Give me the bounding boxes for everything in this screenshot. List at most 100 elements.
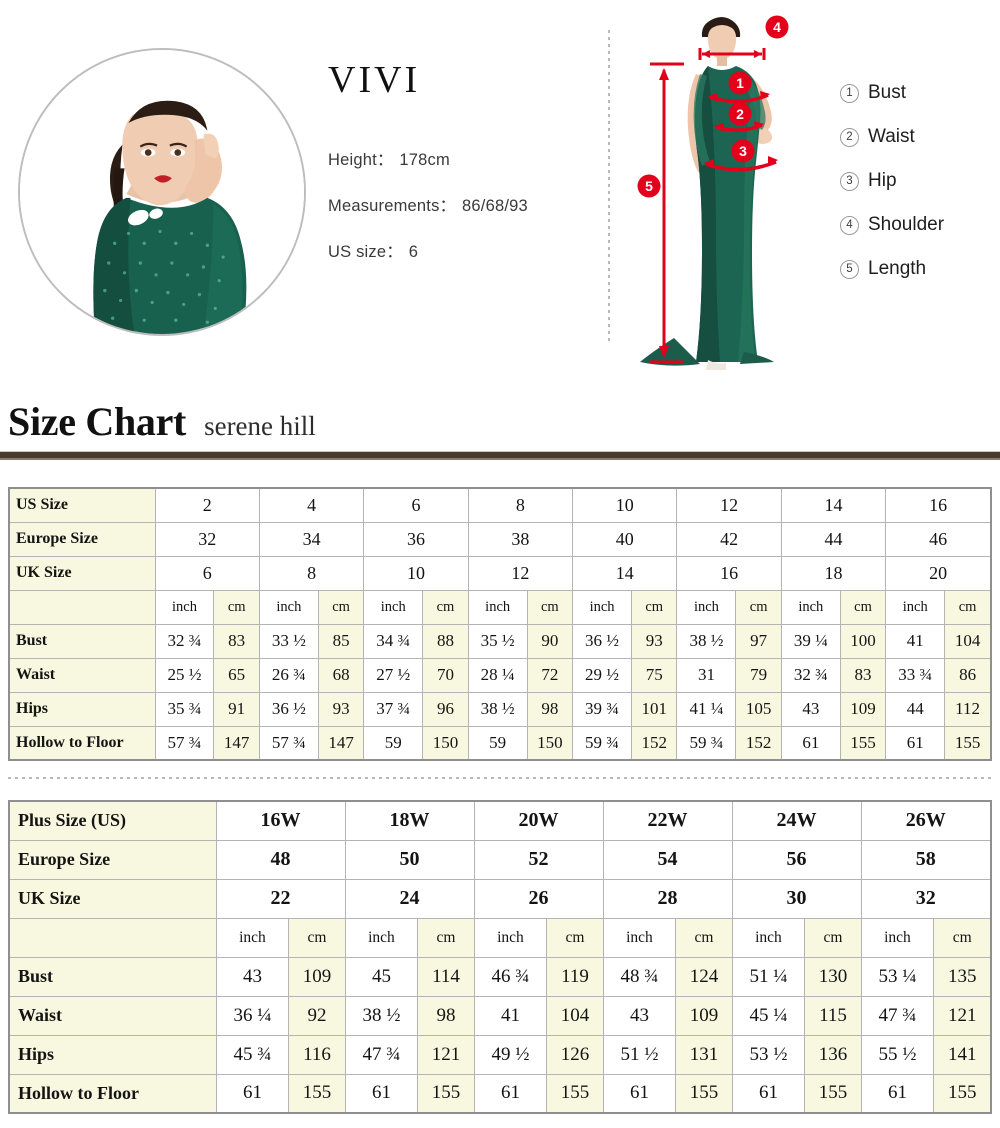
plus-value-inch: 61 [731, 1073, 806, 1114]
legend-number-icon-5: 5 [840, 259, 859, 279]
standard-size-value: 12 [676, 487, 782, 523]
standard-value-inch: 43 [780, 691, 841, 727]
standard-value-inch: 29 ½ [572, 657, 633, 693]
standard-unit-cm: cm [944, 589, 992, 625]
plus-value-inch: 53 ½ [731, 1034, 806, 1075]
plus-value-cm: 98 [417, 995, 475, 1036]
standard-value-cm: 100 [839, 623, 887, 659]
plus-value-cm: 131 [675, 1034, 733, 1075]
standard-value-cm: 109 [839, 691, 887, 727]
standard-unit-cm: cm [526, 589, 574, 625]
standard-value-inch: 36 ½ [572, 623, 633, 659]
portrait-image [20, 50, 304, 334]
standard-value-inch: 44 [885, 691, 946, 727]
standard-size-value: 10 [572, 487, 678, 523]
standard-value-cm: 68 [317, 657, 365, 693]
plus-unit-inch: inch [860, 917, 935, 958]
standard-value-inch: 39 ¾ [572, 691, 633, 727]
plus-value-inch: 46 ¾ [473, 956, 548, 997]
dress-measurement-diagram: 1 2 3 4 5 [612, 8, 832, 374]
colon-1: ： [376, 151, 394, 169]
legend-label-bust: Bust [868, 82, 907, 103]
plus-value-cm: 114 [417, 956, 475, 997]
ussize-value: 6 [408, 243, 419, 261]
plus-size-value: 22 [215, 878, 346, 919]
standard-value-inch: 39 ¼ [780, 623, 841, 659]
standard-value-cm: 150 [422, 725, 469, 761]
standard-value-inch: 59 [363, 725, 424, 761]
header-section: VIVI Height： 178cm Measurements： 86/68/93 … [0, 0, 1000, 382]
plus-value-inch: 45 ¾ [215, 1034, 290, 1075]
plus-value-cm: 109 [675, 995, 733, 1036]
standard-measure-label: Waist [8, 657, 156, 693]
standard-unit-cm: cm [631, 589, 678, 625]
standard-unit-inch: inch [885, 589, 946, 625]
plus-value-inch: 61 [473, 1073, 548, 1114]
standard-value-inch: 61 [780, 725, 841, 761]
standard-unit-cm: cm [317, 589, 365, 625]
measurement-legend: 1 Bust 2 Waist 3 Hip 4 Shoulder 5 Length [840, 82, 944, 302]
standard-size-value: 8 [467, 487, 574, 523]
plus-value-inch: 49 ½ [473, 1034, 548, 1075]
standard-value-cm: 155 [944, 725, 992, 761]
plus-size-value: 24W [731, 800, 862, 841]
standard-size-value: 18 [780, 555, 887, 591]
plus-unit-row: inch cm inch cm inch cm inch cm inch cm inch cm [8, 917, 992, 958]
standard-unit-inch: inch [572, 589, 633, 625]
standard-value-cm: 152 [631, 725, 678, 761]
standard-value-cm: 85 [317, 623, 365, 659]
standard-value-inch: 28 ¼ [467, 657, 528, 693]
plus-value-cm: 115 [804, 995, 862, 1036]
marker-badge-5: 5 [637, 174, 661, 198]
shoulder-arrow [698, 48, 766, 60]
plus-size-value: 28 [602, 878, 733, 919]
plus-size-row: Plus Size (US) 16W 18W 20W 22W 24W 26W [8, 800, 992, 841]
model-info: VIVI Height： 178cm Measurements： 86/68/93 … [328, 58, 593, 284]
plus-size-value: 26 [473, 878, 604, 919]
standard-value-cm: 97 [735, 623, 782, 659]
standard-value-cm: 79 [735, 657, 782, 693]
standard-value-cm: 90 [526, 623, 574, 659]
plus-measure-row: Waist 36 ¼ 92 38 ½ 98 41 104 43 109 45 ¼ 115 47 ¾ 12… [8, 995, 992, 1036]
standard-size-value: 32 [154, 521, 260, 557]
standard-value-cm: 147 [317, 725, 365, 761]
plus-unit-cm: cm [675, 917, 733, 958]
plus-value-inch: 61 [215, 1073, 290, 1114]
size-chart-title-block: Size Chart serene hill [0, 398, 1000, 460]
plus-measure-row: Hips 45 ¾ 116 47 ¾ 121 49 ½ 126 51 ½ 131 53 ½ 136 5… [8, 1034, 992, 1075]
plus-value-inch: 47 ¾ [344, 1034, 419, 1075]
standard-value-inch: 59 [467, 725, 528, 761]
standard-size-table-wrap: US Size 2 4 6 8 10 12 14 16 Europe Size 32 34 36 38 40… [8, 487, 992, 761]
standard-size-value: 40 [572, 521, 678, 557]
plus-unit-inch: inch [344, 917, 419, 958]
standard-unit-cm: cm [839, 589, 887, 625]
standard-value-inch: 38 ½ [676, 623, 737, 659]
standard-value-inch: 57 ¾ [154, 725, 215, 761]
standard-size-value: 44 [780, 521, 887, 557]
standard-size-value: 16 [885, 487, 992, 523]
brand-subtitle: serene hill [204, 411, 316, 441]
plus-value-inch: 61 [602, 1073, 677, 1114]
standard-size-value: 46 [885, 521, 992, 557]
svg-text:4: 4 [773, 19, 781, 35]
standard-size-value: 16 [676, 555, 782, 591]
plus-size-value: 54 [602, 839, 733, 880]
standard-value-inch: 34 ¾ [363, 623, 424, 659]
plus-unit-cm: cm [417, 917, 475, 958]
standard-size-value: 14 [780, 487, 887, 523]
standard-unit-inch: inch [467, 589, 528, 625]
legend-label-waist: Waist [868, 126, 915, 147]
standard-value-inch: 32 ¾ [154, 623, 215, 659]
model-us-size: US size： 6 [328, 238, 593, 262]
standard-size-row-label: UK Size [8, 555, 156, 591]
standard-size-row: Europe Size 32 34 36 38 40 42 44 46 [8, 521, 992, 557]
standard-size-value: 2 [154, 487, 260, 523]
standard-size-value: 42 [676, 521, 782, 557]
standard-size-value: 36 [363, 521, 469, 557]
standard-value-cm: 150 [526, 725, 574, 761]
plus-unit-cm: cm [546, 917, 604, 958]
plus-value-cm: 135 [933, 956, 992, 997]
plus-value-inch: 43 [602, 995, 677, 1036]
